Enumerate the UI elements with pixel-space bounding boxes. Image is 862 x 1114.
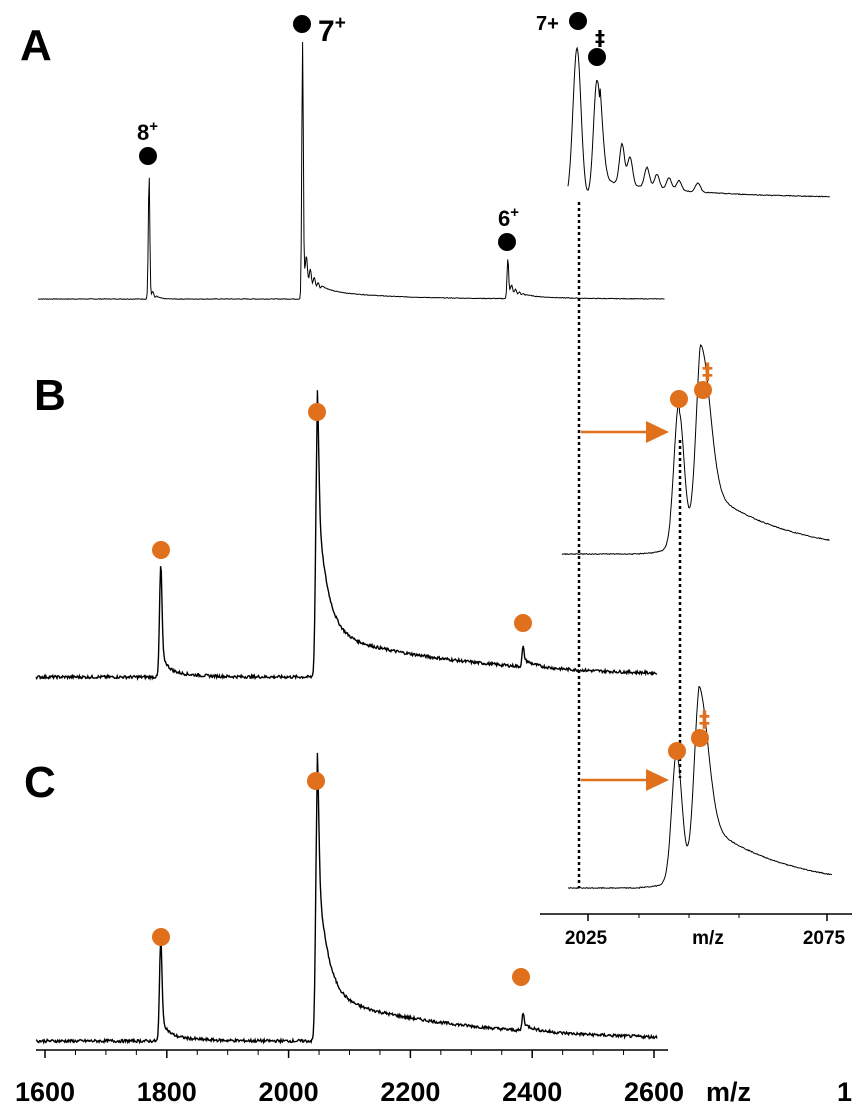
- charge-label-6: 6+: [498, 204, 519, 231]
- peak-marker-c-1: [152, 928, 170, 946]
- spectrum-trace-c: [35, 752, 658, 1045]
- inset-dagger-b: ‡: [702, 360, 713, 385]
- peak-marker-c-2: [307, 772, 325, 790]
- inset-marker-a-left: [569, 12, 587, 30]
- inset-axis-unit: m/z: [692, 928, 724, 949]
- inset-trace-a: [567, 46, 830, 198]
- inset-dagger-c: ‡: [699, 708, 710, 733]
- panel-label-a: A: [20, 21, 52, 70]
- main-axis-unit: m/z: [706, 1077, 751, 1107]
- main-axis-trailing-label: 1: [837, 1077, 852, 1107]
- inset-marker-c-right: [691, 729, 709, 747]
- charge-label-8: 8+: [137, 118, 158, 145]
- x-tick-label: 2600: [624, 1077, 684, 1107]
- inset-tick-label-2025: 2025: [565, 928, 608, 949]
- inset-x-axis: [540, 913, 852, 921]
- peak-marker-b-1: [152, 541, 170, 559]
- panel-label-b: B: [34, 371, 66, 420]
- inset-label-a-left: 7+: [536, 13, 559, 35]
- panel-label-c: C: [24, 758, 56, 807]
- x-tick-label: 2000: [259, 1077, 319, 1107]
- spectrum-trace-a: [38, 41, 665, 300]
- peak-marker-b-2: [308, 403, 326, 421]
- peak-marker-c-3: [512, 968, 530, 986]
- x-tick-label: 2200: [380, 1077, 440, 1107]
- x-tick-label: 1800: [137, 1077, 197, 1107]
- peak-marker-a-8: [139, 147, 157, 165]
- peak-marker-b-3: [514, 614, 532, 632]
- inset-marker-a-right: [588, 48, 606, 66]
- spectrum-trace-b: [35, 390, 658, 681]
- inset-marker-b-right: [694, 381, 712, 399]
- peak-marker-a-6: [498, 233, 516, 251]
- inset-trace-c: [568, 685, 833, 890]
- inset-trace-b: [561, 344, 830, 556]
- inset-marker-c-left: [668, 742, 686, 760]
- x-tick-label: 2400: [502, 1077, 562, 1107]
- charge-label-7: 7+: [318, 13, 346, 48]
- inset-label-a-dagger: ‡: [595, 26, 605, 50]
- x-tick-label: 1600: [15, 1077, 75, 1107]
- arrow-c: [581, 769, 669, 791]
- inset-marker-b-left: [670, 390, 688, 408]
- main-x-axis: [36, 1049, 668, 1058]
- inset-tick-label-2075: 2075: [803, 928, 846, 949]
- peak-marker-a-7: [293, 15, 311, 33]
- arrow-b: [581, 421, 669, 443]
